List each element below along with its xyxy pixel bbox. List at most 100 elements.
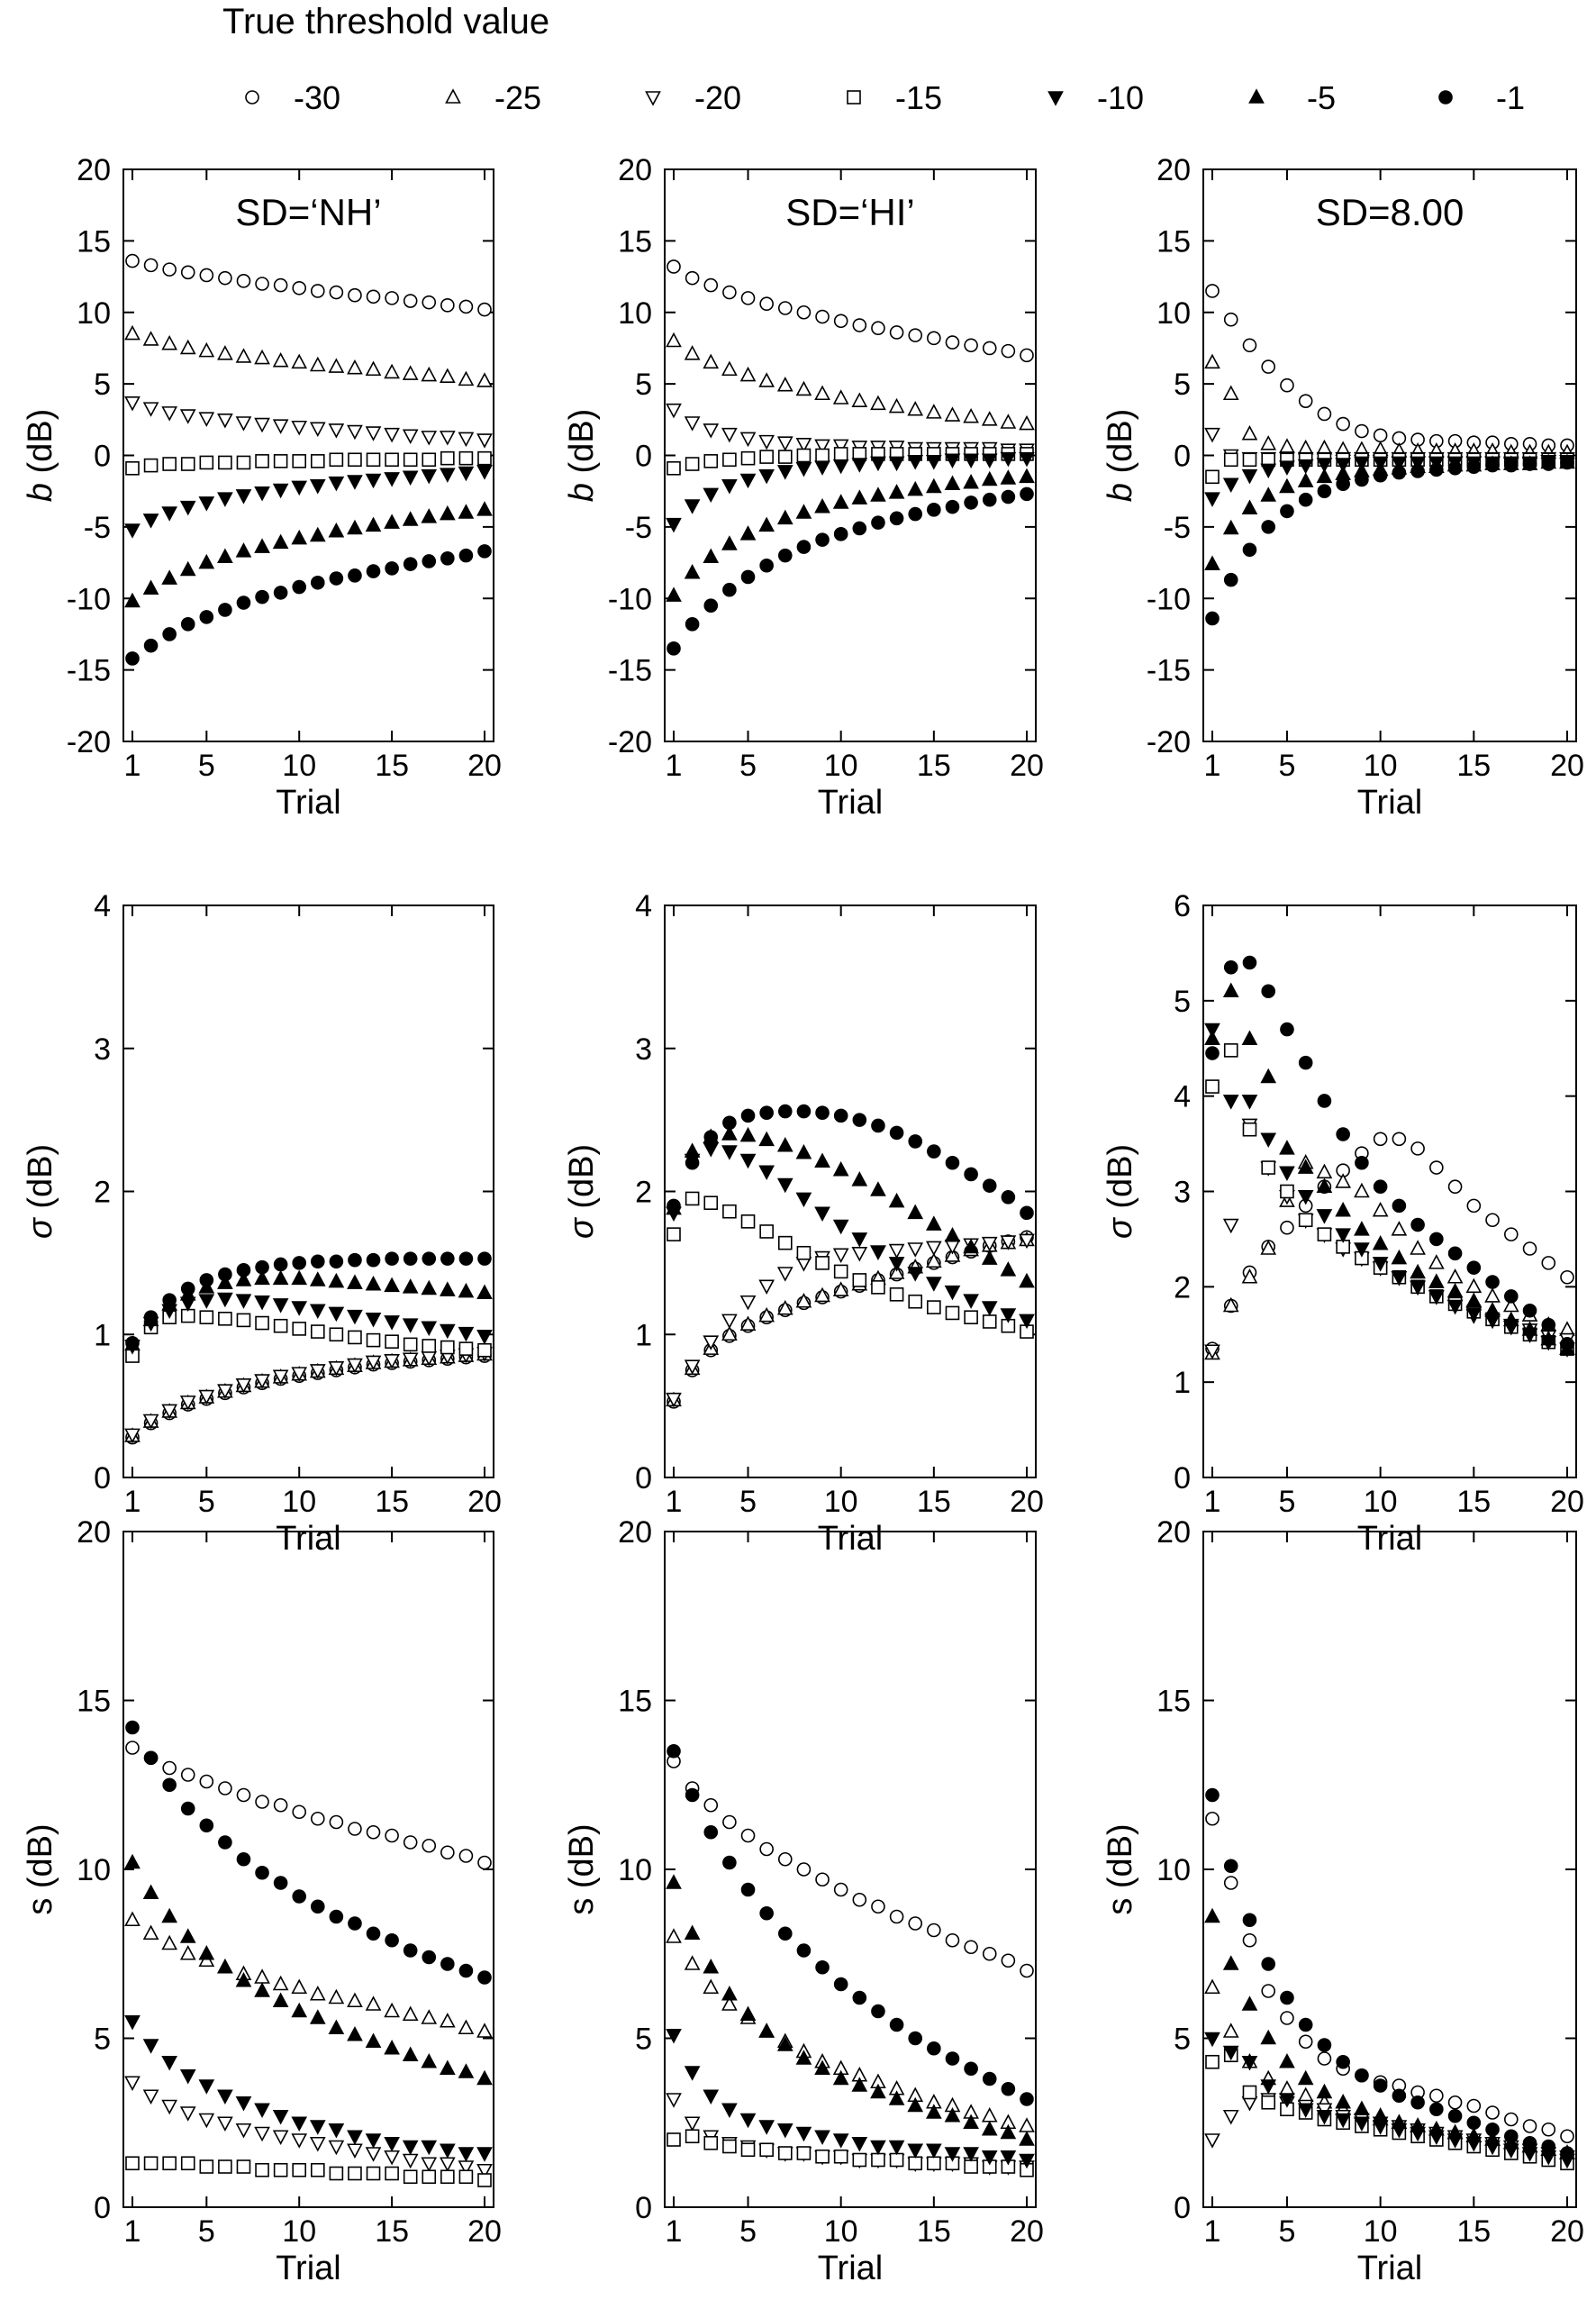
data-point [476,433,493,449]
y-tick-label: 0 [94,440,111,474]
data-point [908,1294,923,1309]
y-tick-label: 5 [1174,2023,1191,2057]
data-point [1355,423,1369,439]
data-point [309,1364,326,1379]
data-point [964,1167,978,1182]
data-point [685,2129,700,2144]
data-point [124,395,141,412]
data-point [218,1267,232,1282]
data-point [143,638,159,653]
data-point [218,2159,232,2174]
data-point [272,1975,289,1991]
data-point [125,1720,140,1735]
data-point [814,2130,830,2145]
data-point [832,2133,849,2149]
data-point [1222,477,1239,493]
data-point [1521,1321,1538,1336]
data-point [365,473,382,489]
data-point [1020,348,1034,363]
data-point [982,2071,997,2086]
data-point [852,521,867,536]
data-point [833,1108,848,1123]
data-point [703,1797,719,1813]
data-point [440,298,455,313]
data-point [666,403,682,419]
series--1 [667,1104,1034,1221]
data-point [1465,1292,1483,1308]
data-point [365,2133,382,2149]
data-point [329,1254,344,1269]
data-point [329,285,344,300]
data-point [888,484,905,499]
data-point [1429,1160,1444,1175]
data-point [440,550,455,566]
data-point [1447,460,1463,476]
data-point [740,291,756,305]
data-point [217,414,233,429]
data-point [1503,2112,1519,2127]
data-point [1317,484,1332,498]
data-point [366,1332,381,1348]
y-axis-symbol: b [22,483,59,502]
data-point [795,1143,812,1159]
data-point [1223,312,1238,327]
data-point [1280,1220,1294,1235]
data-point [309,526,326,542]
data-point [255,454,269,468]
data-point [721,427,738,443]
x-tick-label: 5 [739,749,757,783]
data-point [907,455,924,470]
data-point [291,2116,308,2132]
y-axis-symbol: s [1102,1898,1139,1915]
data-point [814,2059,830,2076]
data-point [982,341,997,356]
data-point [1205,1046,1220,1060]
y-tick-label: 5 [1174,368,1191,402]
data-point [198,2113,215,2129]
series--5 [666,1874,1035,2146]
data-point [1204,2032,1220,2048]
y-tick-label: 5 [635,2023,652,2057]
data-point [815,1872,830,1887]
data-point [458,432,475,448]
data-point [310,1324,325,1339]
data-point [926,1241,942,1257]
data-point [833,1977,848,1992]
data-point [1222,385,1239,401]
y-tick-label: -10 [1147,582,1191,616]
data-point [740,569,756,585]
x-tick-label: 1 [124,749,141,783]
data-point [926,404,942,419]
data-point [217,1384,233,1399]
data-point [964,495,978,510]
data-point [366,1252,381,1268]
y-axis-unit: (dB) [563,1144,601,1218]
data-point [198,553,215,569]
data-point [776,1267,793,1282]
data-point [907,1267,924,1282]
data-point [347,519,363,535]
y-tick-label: 5 [1174,985,1191,1019]
data-point [777,1104,793,1119]
data-point [776,377,793,392]
data-point [143,2156,159,2171]
data-point [1541,1317,1556,1332]
data-point [254,1269,270,1286]
data-point [1261,1984,1276,1998]
y-tick-label: -20 [608,725,652,759]
data-point [1316,458,1333,473]
data-point [1560,2146,1574,2160]
data-point [1355,2068,1369,2083]
data-point [124,2076,141,2091]
data-point [1316,1163,1333,1179]
data-point [1241,424,1258,441]
data-point [908,1916,923,1931]
data-point [908,2156,923,2171]
data-point [1466,2098,1482,2114]
data-point [1373,2078,1388,2093]
data-point [667,259,681,274]
data-point [1560,455,1574,470]
data-point [1484,1287,1501,1303]
data-point [889,2017,904,2032]
